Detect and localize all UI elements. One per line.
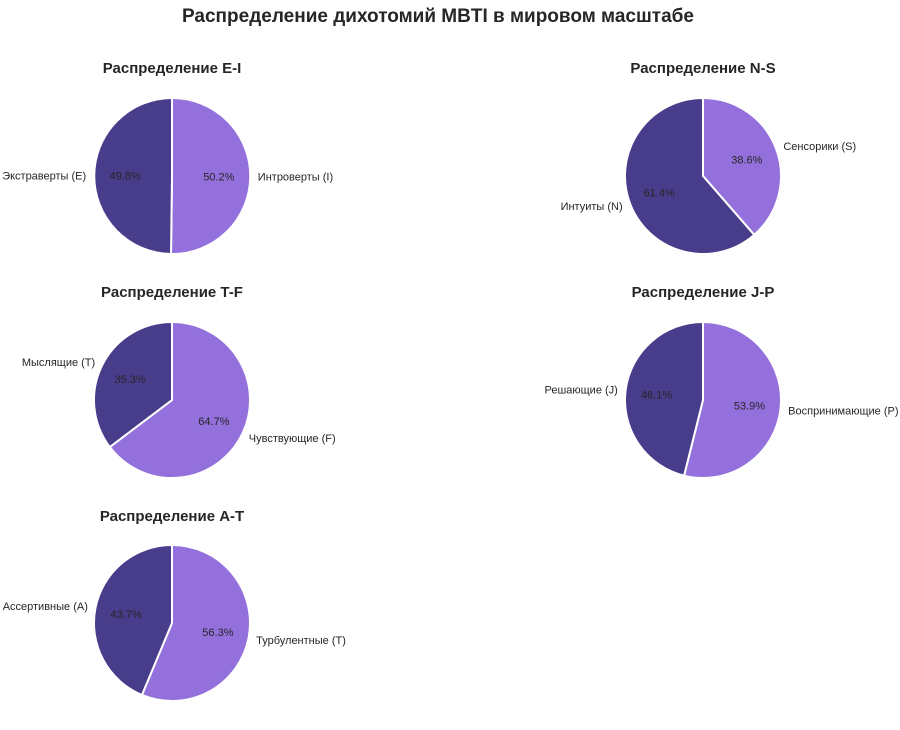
pie-title: Распределение N-S	[630, 60, 775, 77]
slice-label: Сенсорики (S)	[783, 141, 856, 153]
pie-slice	[140, 543, 251, 702]
slice-label: Мыслящие (T)	[22, 357, 95, 369]
pie-title: Распределение E-I	[103, 60, 242, 77]
slice-percentage: 64.7%	[198, 416, 229, 428]
slice-percentage: 35.3%	[114, 374, 145, 386]
slice-percentage: 50.2%	[203, 171, 234, 183]
pie-chart-5: Распределение A-T Турбулентные (T) 56.3% Ас…	[3, 508, 346, 702]
slice-label: Интуиты (N)	[561, 201, 623, 213]
pie-slice	[624, 320, 704, 477]
slice-label: Интроверты (I)	[258, 172, 333, 184]
pie-slice	[93, 543, 173, 697]
pie-slice	[682, 320, 782, 479]
slice-label: Воспринимающие (P)	[788, 405, 898, 417]
pie-slice	[93, 96, 173, 256]
pie-slice	[92, 320, 173, 449]
slice-label: Экстраверты (E)	[2, 170, 86, 182]
slice-label: Решающие (J)	[544, 385, 617, 397]
pie-slice	[702, 96, 782, 237]
pie-slice	[624, 96, 756, 255]
pie-title: Распределение J-P	[632, 284, 775, 301]
slice-percentage: 43.7%	[111, 609, 142, 621]
pie-chart-1: Распределение E-I Интроверты (I) 50.2% Экст…	[2, 60, 333, 256]
pie-title: Распределение T-F	[101, 284, 243, 301]
slice-label: Чувствующие (F)	[249, 433, 336, 445]
pie-slice	[170, 96, 252, 255]
pie-chart-4: Распределение J-P Воспринимающие (P) 53.9%…	[544, 284, 899, 479]
slice-percentage: 38.6%	[731, 155, 762, 167]
slice-label: Турбулентные (T)	[256, 635, 346, 647]
slice-label: Ассертивные (A)	[3, 601, 88, 613]
slice-percentage: 56.3%	[202, 627, 233, 639]
slice-percentage: 53.9%	[734, 401, 765, 413]
pie-chart-2: Распределение N-S Сенсорики (S) 38.6% Интуи…	[561, 60, 856, 255]
figure-title: Распределение дихотомий MBTI в мировом м…	[182, 6, 694, 27]
pie-slice	[108, 320, 251, 479]
slice-percentage: 61.4%	[644, 187, 675, 199]
slice-percentage: 46.1%	[641, 389, 672, 401]
pie-title: Распределение A-T	[100, 508, 244, 525]
slice-percentage: 49.8%	[110, 171, 141, 183]
pie-charts-container: Распределение E-I Интроверты (I) 50.2% Экст…	[2, 60, 899, 702]
pie-chart-3: Распределение T-F Чувствующие (F) 64.7% Мыс…	[22, 284, 336, 479]
